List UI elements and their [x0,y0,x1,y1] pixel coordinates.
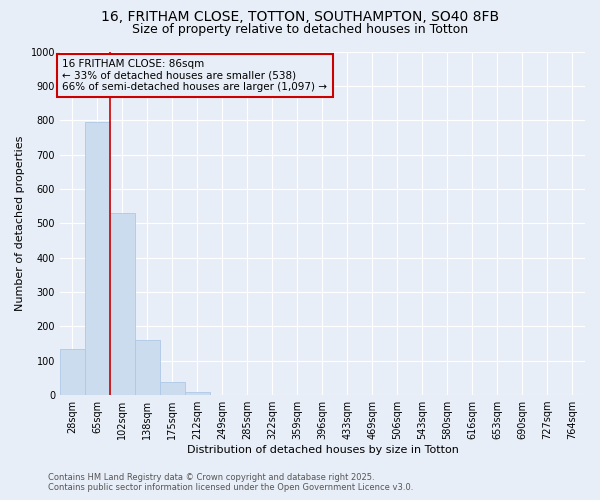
Bar [60,348,85,395]
Text: 16 FRITHAM CLOSE: 86sqm
← 33% of detached houses are smaller (538)
66% of semi-d: 16 FRITHAM CLOSE: 86sqm ← 33% of detache… [62,59,328,92]
Bar [185,392,210,395]
Text: 16, FRITHAM CLOSE, TOTTON, SOUTHAMPTON, SO40 8FB: 16, FRITHAM CLOSE, TOTTON, SOUTHAMPTON, … [101,10,499,24]
Bar [160,382,185,395]
Text: Contains HM Land Registry data © Crown copyright and database right 2025.
Contai: Contains HM Land Registry data © Crown c… [48,473,413,492]
Bar [85,122,110,395]
Bar [135,340,160,395]
Text: Size of property relative to detached houses in Totton: Size of property relative to detached ho… [132,22,468,36]
X-axis label: Distribution of detached houses by size in Totton: Distribution of detached houses by size … [187,445,458,455]
Bar [110,213,135,395]
Y-axis label: Number of detached properties: Number of detached properties [15,136,25,311]
